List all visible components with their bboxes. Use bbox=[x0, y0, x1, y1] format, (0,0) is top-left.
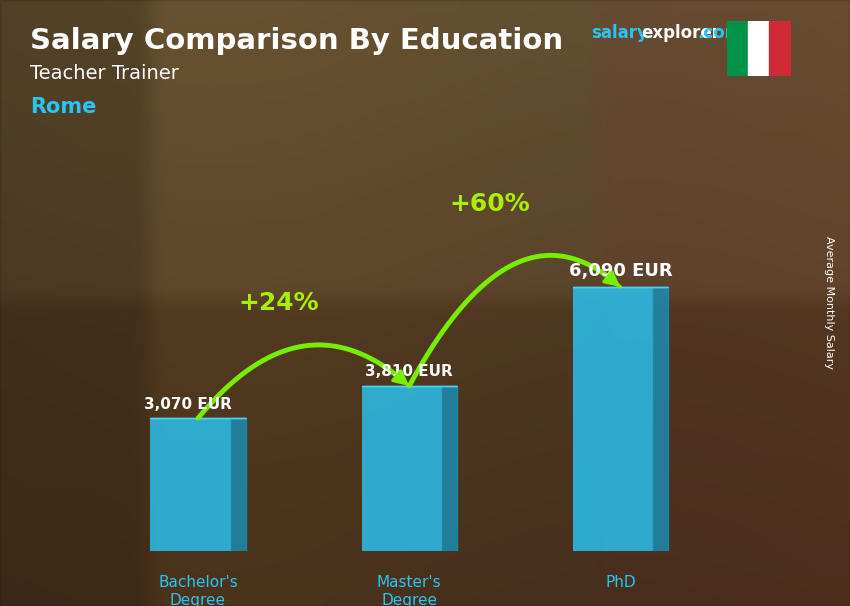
Text: +60%: +60% bbox=[449, 192, 530, 216]
Polygon shape bbox=[653, 287, 668, 551]
Text: Rome: Rome bbox=[30, 97, 96, 117]
Bar bbox=[769, 21, 790, 76]
Text: 3,810 EUR: 3,810 EUR bbox=[366, 364, 453, 379]
Text: explorer: explorer bbox=[642, 24, 721, 42]
Text: Bachelor's
Degree: Bachelor's Degree bbox=[158, 576, 238, 606]
Bar bbox=[748, 21, 769, 76]
Polygon shape bbox=[442, 386, 456, 551]
Text: .com: .com bbox=[697, 24, 742, 42]
Polygon shape bbox=[230, 418, 246, 551]
Text: salary: salary bbox=[591, 24, 648, 42]
Bar bbox=[573, 287, 653, 551]
Text: Master's
Degree: Master's Degree bbox=[377, 576, 441, 606]
Text: 6,090 EUR: 6,090 EUR bbox=[569, 262, 672, 281]
Bar bbox=[727, 21, 748, 76]
Text: Average Monthly Salary: Average Monthly Salary bbox=[824, 236, 834, 370]
Bar bbox=[150, 418, 230, 551]
Text: +24%: +24% bbox=[238, 291, 319, 315]
Text: Teacher Trainer: Teacher Trainer bbox=[30, 64, 178, 82]
Text: PhD: PhD bbox=[605, 576, 636, 590]
Text: 3,070 EUR: 3,070 EUR bbox=[144, 396, 232, 411]
Text: Salary Comparison By Education: Salary Comparison By Education bbox=[30, 27, 563, 55]
Bar bbox=[362, 386, 442, 551]
